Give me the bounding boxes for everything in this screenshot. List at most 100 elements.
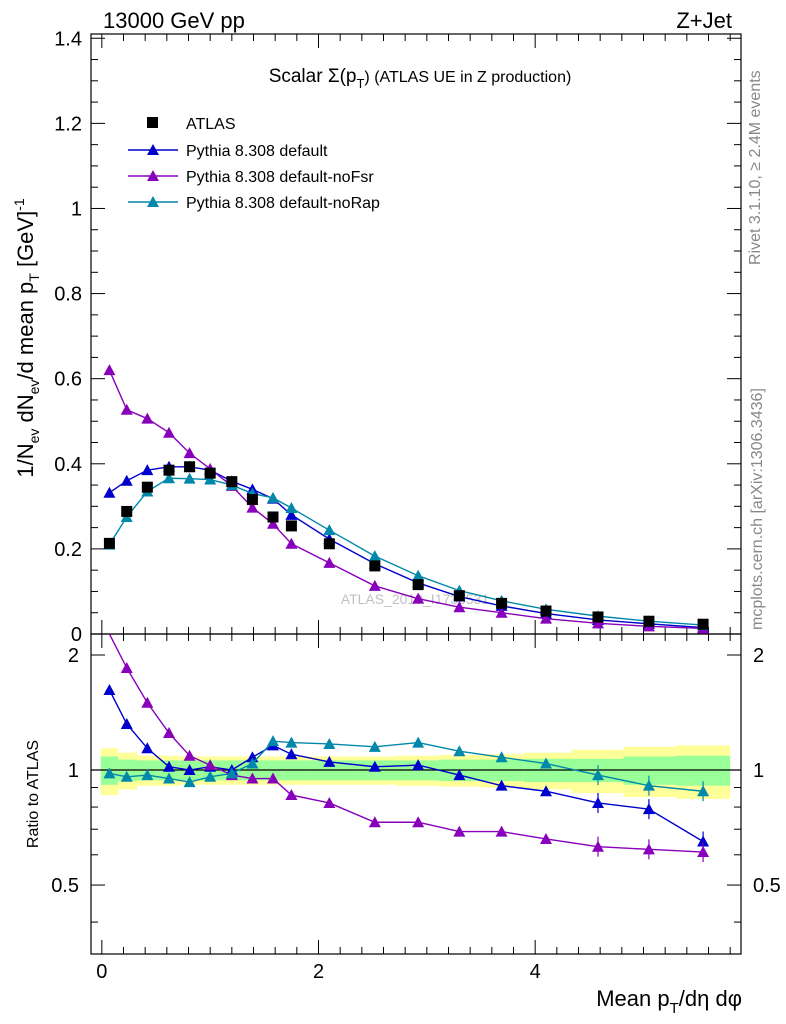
series-point xyxy=(183,447,196,459)
x-tick-label: 2 xyxy=(313,961,324,983)
ratio-series-point xyxy=(592,796,604,808)
ratio-series-point xyxy=(540,757,552,769)
ratio-series-point xyxy=(540,832,552,844)
atlas-point xyxy=(267,511,279,523)
ratio-series-point xyxy=(246,772,259,784)
ratio-series-point xyxy=(183,764,196,776)
legend-marker-default xyxy=(147,144,159,155)
atlas-point xyxy=(323,538,335,550)
ratio-series-point xyxy=(103,683,116,695)
ratio-series-point xyxy=(204,759,217,771)
ratio-series-point xyxy=(453,769,466,781)
ratio-series-point xyxy=(120,661,133,673)
ratio-series-point xyxy=(267,735,279,747)
ratio-series-point xyxy=(368,760,381,772)
ratio-series-point xyxy=(163,760,175,772)
ratio-series-point xyxy=(495,825,508,837)
header-left: 13000 GeV pp xyxy=(103,8,245,33)
ratio-series-point xyxy=(267,772,279,784)
atlas-point xyxy=(121,505,133,517)
x-axis-label-post: /dη dφ xyxy=(679,986,742,1011)
atlas-point xyxy=(103,537,115,549)
ratio-series-point xyxy=(368,740,381,752)
ratio-series-point xyxy=(697,835,710,847)
y-tick-label: 0.6 xyxy=(54,369,82,391)
ratio-series-point xyxy=(163,772,175,784)
atlas-point xyxy=(412,579,424,591)
series-point xyxy=(453,601,466,613)
ratio-series-point xyxy=(323,796,336,808)
ratio-plot-frame xyxy=(90,633,742,955)
series-point xyxy=(323,556,336,568)
series-point xyxy=(267,491,279,503)
ratio-series-point xyxy=(141,696,154,708)
atlas-point xyxy=(369,560,381,572)
y-axis-label: 1/Nev dNev/d mean pT [GeV]-1 xyxy=(11,198,42,478)
series-point xyxy=(412,569,425,581)
series-point xyxy=(141,412,154,424)
series-point xyxy=(285,537,298,549)
ratio-series-point xyxy=(323,755,336,767)
series-point xyxy=(285,508,298,520)
series-point xyxy=(163,472,175,484)
atlas-point xyxy=(453,590,465,602)
series-1 xyxy=(103,364,710,863)
y-tick-label: 0.4 xyxy=(54,454,82,476)
ratio-series-point xyxy=(225,767,238,779)
series-line xyxy=(108,369,704,630)
ratio-series-point xyxy=(120,717,133,729)
ratio-series-point xyxy=(697,846,710,858)
ratio-series-point xyxy=(697,785,710,797)
atlas-point xyxy=(540,605,552,617)
ratio-series-point xyxy=(495,751,508,763)
legend-label-atlas: ATLAS xyxy=(186,116,236,133)
ratio-series-point xyxy=(642,779,655,791)
atlas-point xyxy=(163,464,175,476)
atlas-point xyxy=(204,467,216,479)
ratio-band-inner-bin xyxy=(676,755,731,786)
ratio-series-point xyxy=(412,759,425,771)
ratio-series-point xyxy=(285,789,298,801)
legend-marker-nofsr xyxy=(147,170,159,181)
ratio-series-point xyxy=(495,779,508,791)
series-point xyxy=(412,592,425,604)
ratio-series-point xyxy=(412,816,425,828)
ratio-series-point xyxy=(246,757,259,769)
ratio-series-point xyxy=(183,749,196,761)
ratio-series-point xyxy=(204,770,217,782)
ratio-y-axis-label: Ratio to ATLAS xyxy=(25,740,42,848)
series-point xyxy=(592,617,604,629)
axis-ticks: 0 2 400.20.40.60.811.21.40.5 0.51 12 2 xyxy=(51,28,781,983)
series-point xyxy=(103,364,116,376)
series-point xyxy=(103,486,116,498)
ratio-band-inner-bin xyxy=(623,756,676,785)
title-main: Scalar Σ(p xyxy=(269,66,357,87)
title-sub: T xyxy=(356,76,364,91)
y-tick-label: 0.8 xyxy=(54,284,82,306)
atlas-point xyxy=(643,615,655,627)
ratio-series-point xyxy=(642,843,655,855)
legend: ATLAS Pythia 8.308 default Pythia 8.308 … xyxy=(128,116,380,212)
series-point xyxy=(540,612,552,624)
series-point xyxy=(368,579,381,591)
series-point xyxy=(163,426,175,438)
ratio-series-point xyxy=(453,825,466,837)
legend-label-norap: Pythia 8.308 default-noRap xyxy=(186,195,380,212)
series-point xyxy=(183,472,196,484)
ratio-series-point xyxy=(368,816,381,828)
ratio-series-point xyxy=(141,742,154,754)
title-rest: ) (ATLAS UE in Z production) xyxy=(364,69,571,86)
ratio-y-tick-label: 0.5 xyxy=(51,875,79,897)
y-tick-label: 1.2 xyxy=(54,113,82,135)
x-axis-label: Mean pT/dη dφ xyxy=(596,986,742,1017)
ratio-series-point xyxy=(642,803,655,815)
x-tick-label: 0 xyxy=(96,961,107,983)
x-axis-label-pre: Mean p xyxy=(596,986,669,1011)
ratio-y-tick-label-right: 1 xyxy=(753,760,764,782)
ratio-series-point xyxy=(592,840,604,852)
ratio-series-point xyxy=(103,767,116,779)
legend-label-default: Pythia 8.308 default xyxy=(186,143,328,160)
atlas-point xyxy=(246,494,258,506)
legend-marker-atlas xyxy=(147,117,158,128)
ratio-series-point xyxy=(592,769,604,781)
